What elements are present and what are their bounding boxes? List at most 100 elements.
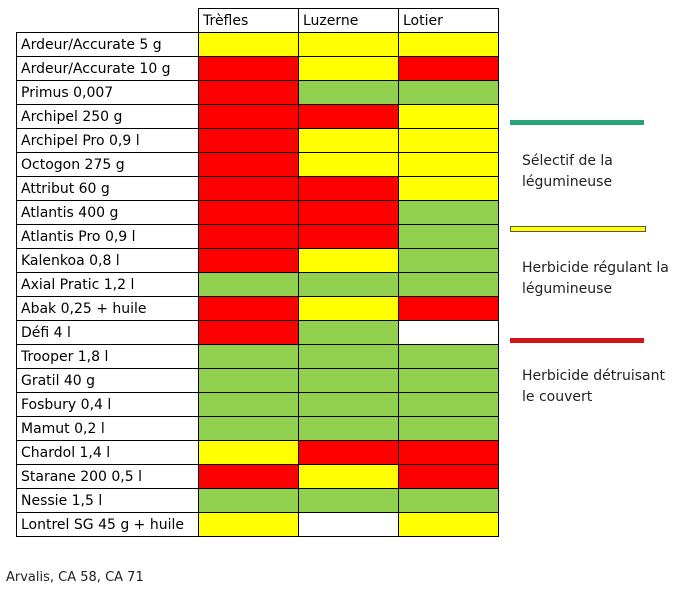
legend-label-selective: Sélectif de la légumineuse [522,153,613,190]
legend-swatch-destroying [510,338,644,343]
cell-luzerne-red [298,200,399,225]
cell-trfles-red [198,224,299,249]
table-row: Nessie 1,5 l [16,488,499,513]
cell-trfles-red [198,248,299,273]
product-name: Axial Pratic 1,2 l [16,272,199,297]
cell-lotier-yellow [398,152,499,177]
table-row: Primus 0,007 [16,80,499,105]
cell-trfles-green [198,368,299,393]
cell-lotier-white [398,320,499,345]
cell-trfles-green [198,392,299,417]
cell-lotier-green [398,416,499,441]
product-name: Ardeur/Accurate 5 g [16,32,199,57]
cell-lotier-red [398,464,499,489]
cell-luzerne-yellow [298,464,399,489]
cell-trfles-red [198,104,299,129]
cell-trfles-green [198,272,299,297]
product-name: Trooper 1,8 l [16,344,199,369]
product-name: Défi 4 l [16,320,199,345]
product-name: Starane 200 0,5 l [16,464,199,489]
product-name: Archipel 250 g [16,104,199,129]
table-row: Fosbury 0,4 l [16,392,499,417]
table-row: Atlantis Pro 0,9 l [16,224,499,249]
legend-label-destroying: Herbicide détruisant le couvert [522,368,665,405]
cell-luzerne-green [298,80,399,105]
table-row: Défi 4 l [16,320,499,345]
product-name: Archipel Pro 0,9 l [16,128,199,153]
table-row: Mamut 0,2 l [16,416,499,441]
cell-lotier-yellow [398,128,499,153]
cell-trfles-green [198,344,299,369]
product-name: Mamut 0,2 l [16,416,199,441]
table-row: Ardeur/Accurate 10 g [16,56,499,81]
cell-luzerne-green [298,344,399,369]
table-row: Lontrel SG 45 g + huile [16,512,499,537]
cell-lotier-red [398,296,499,321]
table-row: Abak 0,25 + huile [16,296,499,321]
cell-trfles-yellow [198,512,299,537]
cell-lotier-red [398,56,499,81]
table-row: Chardol 1,4 l [16,440,499,465]
table-row: Axial Pratic 1,2 l [16,272,499,297]
table-row: Trooper 1,8 l [16,344,499,369]
cell-trfles-red [198,80,299,105]
cell-lotier-green [398,272,499,297]
product-name: Ardeur/Accurate 10 g [16,56,199,81]
table-row: Archipel 250 g [16,104,499,129]
cell-lotier-green [398,200,499,225]
cell-lotier-green [398,392,499,417]
cell-luzerne-green [298,272,399,297]
cell-trfles-red [198,296,299,321]
table-row: Starane 200 0,5 l [16,464,499,489]
cell-trfles-red [198,320,299,345]
cell-luzerne-green [298,488,399,513]
cell-lotier-red [398,440,499,465]
cell-luzerne-yellow [298,128,399,153]
legend-swatch-regulating [510,226,646,232]
cell-lotier-green [398,80,499,105]
cell-luzerne-yellow [298,56,399,81]
table-row: Atlantis 400 g [16,200,499,225]
cell-lotier-yellow [398,104,499,129]
cell-luzerne-yellow [298,296,399,321]
header-row: Trèfles Luzerne Lotier [16,8,499,33]
cell-luzerne-yellow [298,32,399,57]
table-row: Archipel Pro 0,9 l [16,128,499,153]
cell-trfles-green [198,488,299,513]
cell-trfles-red [198,152,299,177]
source-note: Arvalis, CA 58, CA 71 [6,570,144,585]
cell-luzerne-green [298,368,399,393]
cell-lotier-green [398,224,499,249]
product-name: Atlantis Pro 0,9 l [16,224,199,249]
cell-luzerne-red [298,104,399,129]
legend-label-regulating: Herbicide régulant la légumineuse [522,260,669,297]
product-name: Nessie 1,5 l [16,488,199,513]
product-name: Octogon 275 g [16,152,199,177]
product-name: Chardol 1,4 l [16,440,199,465]
product-name: Gratil 40 g [16,368,199,393]
cell-luzerne-green [298,320,399,345]
cell-trfles-yellow [198,32,299,57]
cell-luzerne-white [298,512,399,537]
cell-luzerne-red [298,176,399,201]
column-header: Trèfles [198,8,299,33]
cell-luzerne-red [298,440,399,465]
cell-lotier-green [398,368,499,393]
column-header: Luzerne [298,8,399,33]
cell-luzerne-green [298,416,399,441]
cell-lotier-green [398,488,499,513]
table-row: Octogon 275 g [16,152,499,177]
cell-trfles-red [198,464,299,489]
table-row: Gratil 40 g [16,368,499,393]
cell-lotier-green [398,248,499,273]
cell-trfles-red [198,176,299,201]
product-name: Attribut 60 g [16,176,199,201]
cell-trfles-red [198,56,299,81]
cell-luzerne-yellow [298,248,399,273]
product-name: Kalenkoa 0,8 l [16,248,199,273]
cell-lotier-yellow [398,512,499,537]
cell-trfles-red [198,200,299,225]
cell-trfles-yellow [198,440,299,465]
cell-luzerne-red [298,224,399,249]
